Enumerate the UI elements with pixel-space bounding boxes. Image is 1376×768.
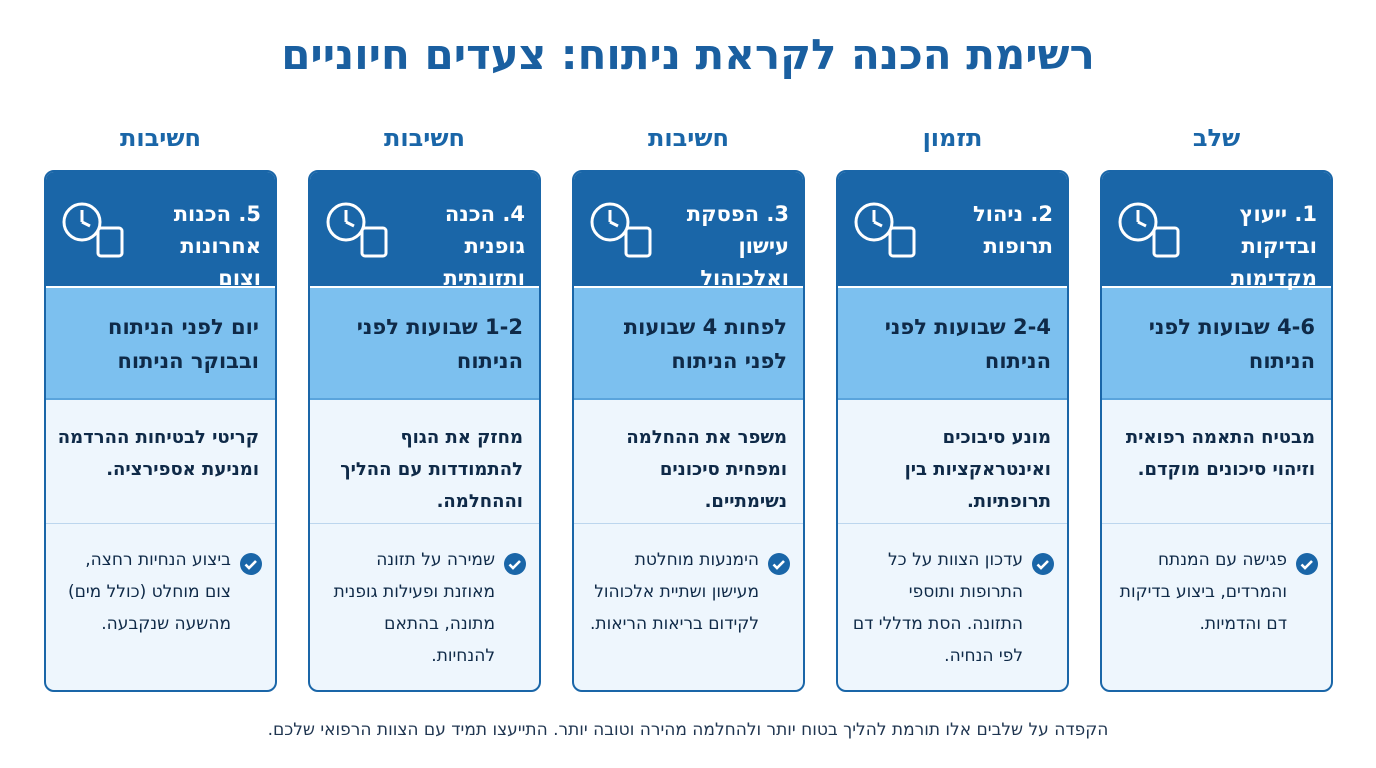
- timing: לפחות 4 שבועות לפני הניתוח: [574, 286, 803, 400]
- check-icon: [1296, 553, 1318, 575]
- importance: קריטי לבטיחות ההרדמה ומניעת אספירציה.: [46, 400, 275, 524]
- check-icon: [1032, 553, 1054, 575]
- check-icon: [768, 553, 790, 575]
- timing: 4-6 שבועות לפני הניתוח: [1102, 286, 1331, 400]
- action-block: עדכון הצוות על כל התרופות ותוספי התזונה.…: [838, 524, 1067, 672]
- step-card: 1. ייעוץ ובדיקות מקדימות 4-6 שבועות לפני …: [1100, 170, 1333, 692]
- check-wrap: [767, 552, 791, 587]
- action-block: שמירה על תזונה מאוזנת ופעילות גופנית מתו…: [310, 524, 539, 672]
- card-title: 3. הפסקת עישון ואלכוהול: [686, 202, 789, 290]
- icon-wrap: [1114, 198, 1186, 266]
- action-block: פגישה עם המנתח והמרדים, ביצוע בדיקות דם …: [1102, 524, 1331, 640]
- icon-wrap: [850, 198, 922, 266]
- card-header: 4. הכנה גופנית ותזונתית: [310, 172, 539, 290]
- card-title: 1. ייעוץ ובדיקות מקדימות: [1231, 202, 1317, 290]
- timing: 2-4 שבועות לפני הניתוח: [838, 286, 1067, 400]
- card-title: 2. ניהול תרופות: [973, 202, 1053, 258]
- timing: 1-2 שבועות לפני הניתוח: [310, 286, 539, 400]
- column-header: חשיבות: [383, 124, 466, 152]
- step-card: 4. הכנה גופנית ותזונתית 1-2 שבועות לפני ה…: [308, 170, 541, 692]
- step-icon: [326, 202, 388, 258]
- check-wrap: [1031, 552, 1055, 587]
- card-header: 1. ייעוץ ובדיקות מקדימות: [1102, 172, 1331, 290]
- step-icon: [854, 202, 916, 258]
- importance: מחזק את הגוף להתמודדות עם ההליך וההחלמה.: [310, 400, 539, 524]
- card-header: 2. ניהול תרופות: [838, 172, 1067, 286]
- action-text: ביצוע הנחיות רחצה, צום מוחלט (כולל מים) …: [67, 550, 231, 634]
- step-card: 5. הכנות אחרונות וצום יום לפני הניתוח ובב…: [44, 170, 277, 692]
- action-text: שמירה על תזונה מאוזנת ופעילות גופנית מתו…: [333, 550, 495, 666]
- icon-wrap: [58, 198, 130, 266]
- action-block: ביצוע הנחיות רחצה, צום מוחלט (כולל מים) …: [46, 524, 275, 640]
- importance: מונע סיבוכים ואינטראקציות בין תרופתיות.: [838, 400, 1067, 524]
- step-icon: [62, 202, 124, 258]
- icon-wrap: [322, 198, 394, 266]
- action-text: פגישה עם המנתח והמרדים, ביצוע בדיקות דם …: [1119, 550, 1287, 634]
- action-text: הימנעות מוחלטת מעישון ושתיית אלכוהול לקי…: [590, 550, 759, 634]
- check-wrap: [1295, 552, 1319, 587]
- check-icon: [504, 553, 526, 575]
- step-card: 3. הפסקת עישון ואלכוהול לפחות 4 שבועות לפ…: [572, 170, 805, 692]
- column-header: חשיבות: [647, 124, 730, 152]
- card-header: 3. הפסקת עישון ואלכוהול: [574, 172, 803, 290]
- card-title: 4. הכנה גופנית ותזונתית: [443, 202, 525, 290]
- check-wrap: [239, 552, 263, 587]
- card-title: 5. הכנות אחרונות וצום: [173, 202, 261, 290]
- importance: מבטיח התאמה רפואית וזיהוי סיכונים מוקדם.: [1102, 400, 1331, 524]
- page-title: רשימת הכנה לקראת ניתוח: צעדים חיוניים: [281, 30, 1095, 79]
- action-block: הימנעות מוחלטת מעישון ושתיית אלכוהול לקי…: [574, 524, 803, 640]
- importance: משפר את ההחלמה ומפחית סיכונים נשימתיים.: [574, 400, 803, 524]
- step-icon: [590, 202, 652, 258]
- check-icon: [240, 553, 262, 575]
- step-icon: [1118, 202, 1180, 258]
- card-header: 5. הכנות אחרונות וצום: [46, 172, 275, 290]
- footer-note: הקפדה על שלבים אלו תורמת להליך בטוח יותר…: [267, 720, 1109, 740]
- column-header: שלב: [1192, 124, 1241, 152]
- check-wrap: [503, 552, 527, 587]
- step-card: 2. ניהול תרופות 2-4 שבועות לפני הניתוח מונ…: [836, 170, 1069, 692]
- column-header: תזמון: [922, 124, 983, 152]
- action-text: עדכון הצוות על כל התרופות ותוספי התזונה.…: [852, 550, 1023, 666]
- column-header: חשיבות: [119, 124, 202, 152]
- icon-wrap: [586, 198, 658, 266]
- timing: יום לפני הניתוח ובבוקר הניתוח: [46, 286, 275, 400]
